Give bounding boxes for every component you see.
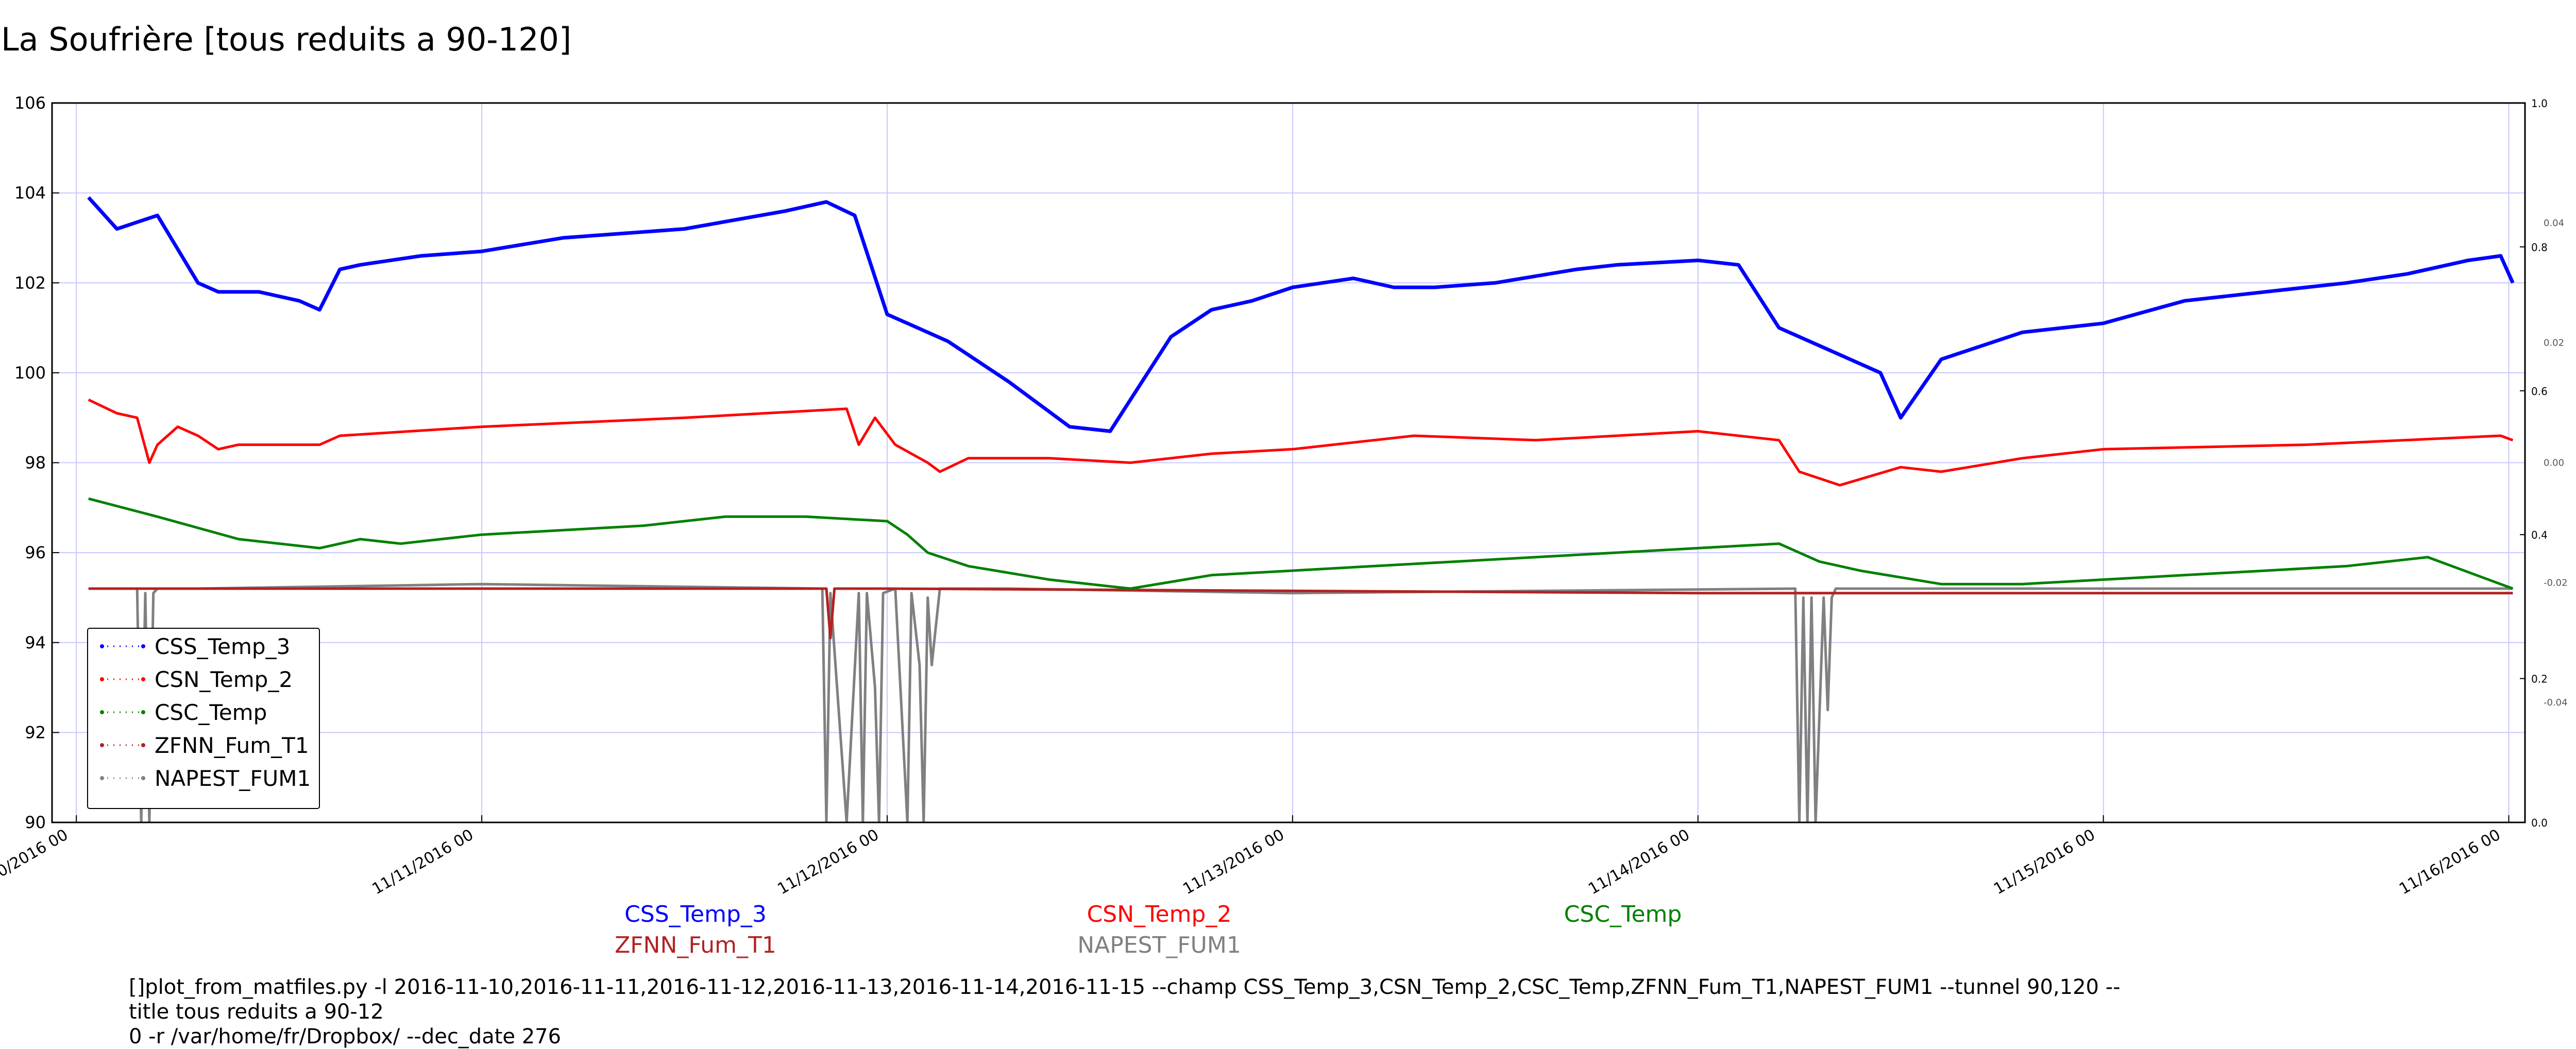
legend: CSS_Temp_3 CSN_Temp_2 CSC_Temp ZFNN_Fum_T1 N…: [87, 628, 320, 809]
x-tick-label: 11/15/2016 00: [1991, 826, 2098, 899]
legend-marker: [100, 644, 104, 648]
right-inner-tick-label: 0.04: [2544, 218, 2564, 229]
series-caption: ZFNN_Fum_T1: [615, 932, 776, 958]
legend-marker: [100, 776, 104, 780]
y-tick-label: 98: [25, 453, 46, 473]
legend-marker: [141, 677, 145, 681]
legend-label: CSN_Temp_2: [155, 667, 293, 692]
legend-label: CSC_Temp: [155, 700, 267, 725]
right-inner-tick-label: -0.04: [2544, 697, 2568, 708]
x-tick-label: 11/12/2016 00: [774, 826, 882, 899]
chart-title: La Soufrière [tous reduits a 90-120]: [1, 21, 572, 58]
series-line-css-temp-3: [87, 196, 2515, 433]
right-tick-label: 0.6: [2531, 385, 2548, 398]
series-caption: CSS_Temp_3: [624, 901, 767, 927]
legend-label: ZFNN_Fum_T1: [155, 733, 309, 758]
series-line-zfnn-fum-t1: [88, 587, 2513, 640]
y-tick-label: 90: [25, 813, 46, 832]
legend-marker: [141, 644, 145, 648]
legend-marker: [141, 710, 145, 714]
y-tick-label: 106: [14, 93, 46, 113]
legend-marker: [141, 743, 145, 747]
y-tick-label: 100: [14, 363, 46, 383]
right-inner-tick-label: 0.02: [2544, 338, 2564, 349]
right-tick-label: 0.0: [2531, 817, 2548, 829]
legend-box: [87, 628, 320, 809]
x-tick-label: 11/16/2016 00: [2396, 826, 2504, 899]
series-line-csn-temp-2: [88, 399, 2514, 487]
y-tick-label: 92: [25, 723, 46, 742]
right-tick-label: 0.8: [2531, 241, 2548, 253]
series-group: [87, 196, 2515, 822]
x-tick-label: 11/13/2016 00: [1180, 826, 1287, 899]
plot-frame: [51, 102, 2526, 823]
right-tick-label: 0.2: [2531, 673, 2548, 685]
series-line-csc-temp: [88, 497, 2514, 590]
right-tick-label: 1.0: [2531, 97, 2548, 110]
legend-marker: [100, 743, 104, 747]
y-tick-label: 96: [25, 543, 46, 562]
x-tick-label: 11/14/2016 00: [1585, 826, 1693, 899]
right-inner-tick-label: 0.00: [2544, 458, 2564, 469]
x-tick-label: 11/11/2016 00: [369, 826, 477, 899]
series-caption: CSC_Temp: [1564, 901, 1682, 927]
y-tick-label: 102: [14, 273, 46, 293]
series-caption: CSN_Temp_2: [1087, 901, 1232, 927]
legend-marker: [100, 677, 104, 681]
legend-marker: [100, 710, 104, 714]
x-tick-label: 11/10/2016 00: [0, 826, 71, 899]
legend-marker: [141, 776, 145, 780]
legend-label: CSS_Temp_3: [155, 634, 290, 659]
right-inner-tick-label: -0.02: [2544, 577, 2568, 588]
series-caption: NAPEST_FUM1: [1077, 932, 1241, 958]
command-line-caption: []plot_from_matfiles.py -l 2016-11-10,20…: [129, 975, 2121, 1048]
y-tick-label: 104: [14, 183, 46, 203]
y-tick-label: 94: [25, 633, 46, 652]
legend-label: NAPEST_FUM1: [155, 766, 311, 791]
right-tick-label: 0.4: [2531, 529, 2548, 541]
